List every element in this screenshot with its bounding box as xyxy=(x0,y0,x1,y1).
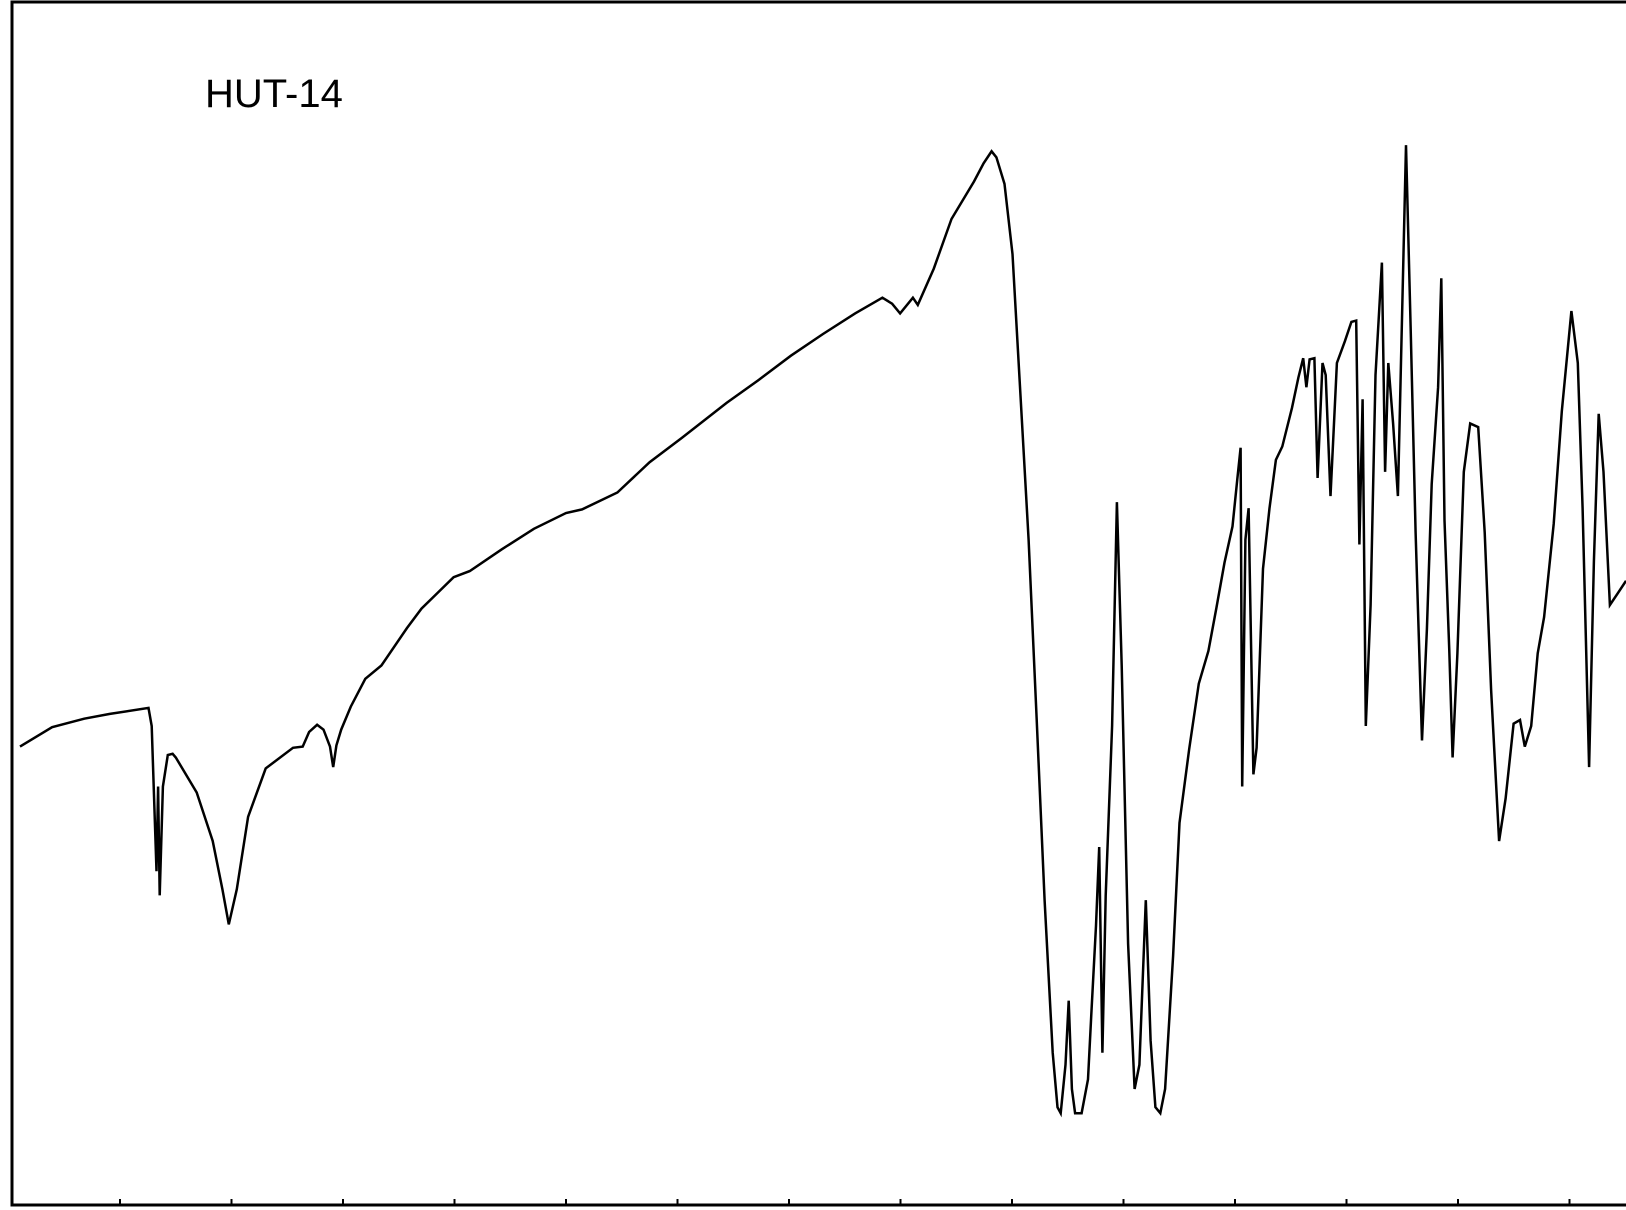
spectrum-series-line xyxy=(19,145,1626,1118)
x-axis-ticks xyxy=(119,1199,1571,1205)
plot-frame xyxy=(10,0,1626,1207)
sample-label: HUT-14 xyxy=(205,72,343,116)
